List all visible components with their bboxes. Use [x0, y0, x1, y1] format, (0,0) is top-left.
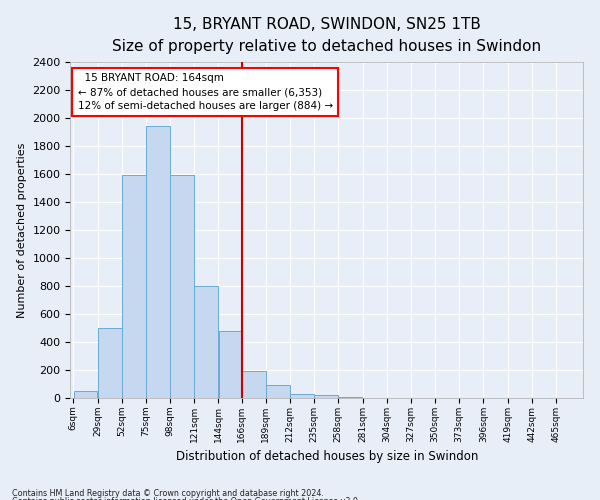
Bar — [242, 370, 266, 398]
Bar — [218, 332, 241, 398]
Bar — [122, 176, 146, 398]
Bar — [170, 176, 194, 398]
Bar — [314, 395, 338, 398]
Text: 15 BRYANT ROAD: 164sqm  
← 87% of detached houses are smaller (6,353)
12% of sem: 15 BRYANT ROAD: 164sqm ← 87% of detached… — [77, 73, 332, 111]
Bar — [194, 286, 218, 398]
Bar — [266, 386, 290, 398]
Text: Contains HM Land Registry data © Crown copyright and database right 2024.: Contains HM Land Registry data © Crown c… — [12, 488, 324, 498]
Text: Contains public sector information licensed under the Open Government Licence v3: Contains public sector information licen… — [12, 497, 361, 500]
X-axis label: Distribution of detached houses by size in Swindon: Distribution of detached houses by size … — [176, 450, 478, 464]
Title: 15, BRYANT ROAD, SWINDON, SN25 1TB
Size of property relative to detached houses : 15, BRYANT ROAD, SWINDON, SN25 1TB Size … — [112, 16, 541, 54]
Y-axis label: Number of detached properties: Number of detached properties — [17, 142, 26, 318]
Bar — [290, 394, 314, 398]
Bar — [74, 391, 97, 398]
Bar — [146, 126, 170, 398]
Bar — [98, 328, 122, 398]
